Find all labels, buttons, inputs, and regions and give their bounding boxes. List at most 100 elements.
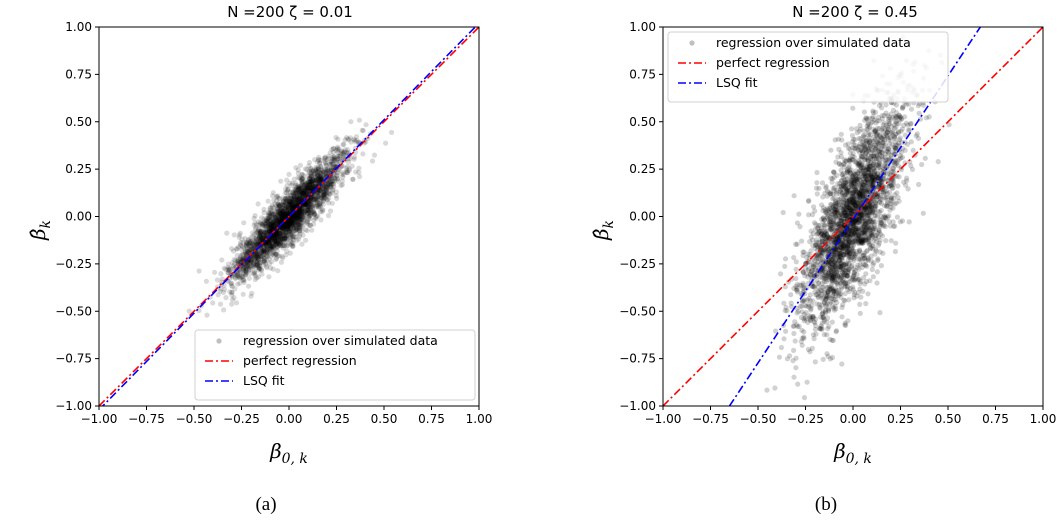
chart-a-scatter-point <box>237 241 243 248</box>
chart-a-scatter-point <box>298 211 305 217</box>
chart-a-scatter-point <box>318 199 324 205</box>
chart-a-scatter-point <box>289 206 295 212</box>
chart-b-scatter-point <box>807 292 814 298</box>
chart-a-scatter-point <box>308 212 314 218</box>
chart-a-scatter-point <box>238 252 244 258</box>
chart-a-scatter-point <box>323 162 329 168</box>
chart-a-scatter-point <box>288 206 294 212</box>
chart-a-scatter-point <box>251 242 257 248</box>
chart-a-scatter-point <box>246 263 252 269</box>
chart-a-scatter-point <box>299 216 305 222</box>
chart-a-scatter-point <box>300 175 306 181</box>
chart-a-scatter-point <box>226 268 232 274</box>
chart-a-scatter-point <box>314 213 320 219</box>
chart-a-scatter-point <box>249 256 255 262</box>
chart-a-scatter-point <box>305 185 311 191</box>
chart-a-scatter-point <box>280 224 286 230</box>
chart-a-scatter-point <box>300 179 306 185</box>
chart-a-scatter-point <box>351 156 357 162</box>
chart-a-scatter-point <box>276 238 282 244</box>
chart-a-scatter-point <box>306 201 312 207</box>
chart-a-scatter-point <box>239 274 245 280</box>
chart-a-scatter-point <box>311 211 317 217</box>
chart-a-scatter-point <box>275 208 282 214</box>
chart-a-scatter-point <box>268 205 274 211</box>
chart-a-scatter-point <box>303 177 309 183</box>
chart-a-scatter-point <box>294 219 300 225</box>
chart-a-scatter-point <box>282 225 288 231</box>
chart-a-scatter-point <box>256 238 263 244</box>
chart-a-scatter-point <box>281 212 287 218</box>
chart-a-scatter-point <box>283 252 289 258</box>
chart-a-scatter-point <box>269 251 276 257</box>
chart-a-scatter-point <box>307 213 313 219</box>
chart-b-scatter-point <box>805 251 811 257</box>
chart-b-scatter-point <box>905 122 911 128</box>
chart-a-scatter-point <box>277 205 283 211</box>
chart-a-scatter-point <box>254 229 261 235</box>
chart-b-scatter-point <box>814 180 820 186</box>
chart-a-scatter-point <box>287 219 294 225</box>
chart-a-scatter-point <box>248 246 254 252</box>
chart-a-scatter-point <box>286 223 292 229</box>
chart-a-scatter-point <box>250 234 256 240</box>
chart-a-scatter-point <box>270 266 276 272</box>
chart-a-scatter-point <box>287 219 293 225</box>
chart-a-scatter-point <box>282 222 288 228</box>
chart-a-scatter-point <box>257 233 264 239</box>
chart-a-scatter-point <box>293 189 300 195</box>
chart-a-scatter-point <box>331 184 337 190</box>
chart-a-scatter-point <box>301 184 307 191</box>
chart-a-scatter-point <box>273 215 279 221</box>
chart-a-scatter-point <box>285 195 291 201</box>
chart-a-scatter-point <box>287 192 293 199</box>
chart-a-scatter-point <box>289 243 295 250</box>
chart-a-scatter-point <box>328 179 334 185</box>
chart-a-scatter-point <box>247 244 253 250</box>
chart-a-scatter-point <box>317 174 323 180</box>
chart-a-scatter-point <box>239 256 246 262</box>
chart-a-scatter-point <box>269 211 275 217</box>
chart-a-scatter-point <box>275 234 281 240</box>
chart-a-scatter-point <box>279 230 285 236</box>
chart-a-scatter-point <box>323 170 329 176</box>
chart-a-scatter-point <box>310 203 316 209</box>
chart-a-scatter-point <box>258 234 264 240</box>
chart-a-scatter-point <box>287 230 293 236</box>
chart-a-scatter-point <box>328 184 334 190</box>
chart-b-scatter-point <box>793 365 799 371</box>
chart-a-scatter-point <box>274 232 280 239</box>
chart-a-scatter-point <box>336 156 342 162</box>
chart-a-scatter-point <box>242 251 248 257</box>
chart-a-scatter-point <box>271 208 277 214</box>
chart-a-scatter-point <box>290 201 296 207</box>
chart-a-scatter-point <box>359 127 365 133</box>
chart-b-scatter-point <box>832 137 838 143</box>
chart-a-scatter-point <box>339 171 345 177</box>
chart-a-scatter-point <box>258 237 264 243</box>
chart-b-scatter-point <box>920 210 926 216</box>
chart-a-scatter-point <box>290 189 296 195</box>
chart-a-scatter-point <box>277 208 283 214</box>
chart-a-scatter-point <box>304 180 310 186</box>
chart-a-scatter-point <box>318 176 324 182</box>
chart-a-scatter-point <box>251 268 258 274</box>
chart-a-scatter-point <box>313 168 319 174</box>
chart-a-scatter-point <box>304 184 310 190</box>
chart-a-scatter-point <box>360 151 366 157</box>
chart-a-scatter-point <box>299 217 305 223</box>
chart-a-scatter-point <box>323 188 329 194</box>
chart-a-scatter-point <box>240 251 246 258</box>
chart-a-scatter-point <box>235 260 241 267</box>
chart-a-scatter-point <box>311 221 317 227</box>
chart-a-scatter-point <box>277 210 283 216</box>
chart-a-scatter-point <box>317 200 323 206</box>
chart-a-scatter-point <box>287 199 293 205</box>
chart-a-scatter-point <box>308 201 314 207</box>
chart-a-scatter-point <box>308 165 314 171</box>
chart-a-scatter-point <box>333 189 340 195</box>
chart-a-scatter-point <box>284 219 290 226</box>
chart-a-scatter-point <box>308 195 314 201</box>
chart-b-scatter-point <box>804 379 810 385</box>
chart-a-scatter-point <box>265 249 271 255</box>
